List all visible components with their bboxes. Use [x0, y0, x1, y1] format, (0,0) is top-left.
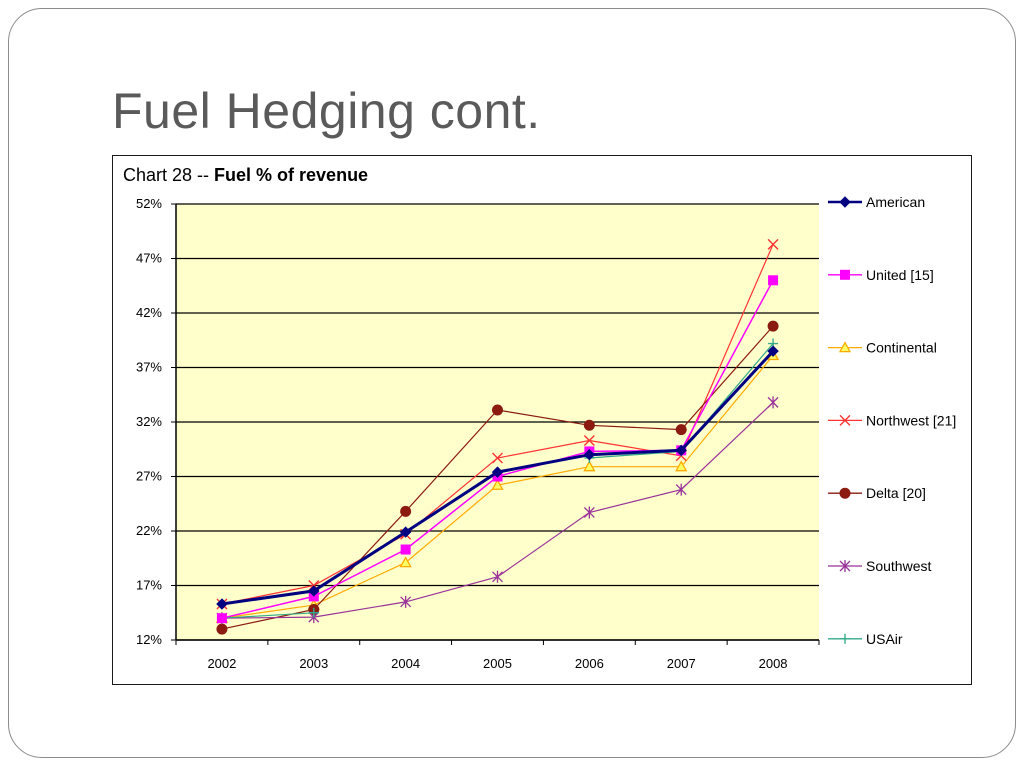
data-point-delta-20: [675, 424, 687, 436]
y-tick-label: 22%: [136, 523, 162, 538]
x-tick-label: 2003: [299, 656, 328, 671]
y-tick-label: 32%: [136, 414, 162, 429]
data-point-american: [308, 585, 320, 597]
data-point-northwest-21: [583, 435, 595, 447]
legend-marker-northwest-21: [839, 414, 851, 426]
data-point-american: [767, 345, 779, 357]
data-point-united-15: [216, 613, 227, 624]
legend-marker-usair: [840, 633, 850, 644]
legend-label-american: American: [866, 194, 925, 210]
x-tick-label: 2002: [207, 656, 236, 671]
data-point-continental: [583, 460, 596, 472]
legend-label-northwest-21: Northwest [21]: [866, 412, 956, 428]
y-tick-label: 52%: [136, 196, 162, 211]
data-point-delta-20: [492, 404, 503, 416]
slide-title: Fuel Hedging cont.: [112, 83, 541, 139]
data-point-continental: [491, 478, 504, 490]
data-point-delta-20: [767, 320, 779, 332]
y-tick-label: 12%: [136, 632, 162, 647]
data-point-southwest: [400, 595, 412, 608]
chart-title-main: Fuel % of revenue: [214, 165, 369, 185]
x-tick-label: 2008: [759, 656, 788, 671]
data-point-delta-20: [400, 505, 412, 517]
chart-title: Chart 28 -- Fuel % of revenue: [123, 165, 368, 186]
legend-label-united-15: United [15]: [866, 267, 934, 283]
data-point-southwest: [583, 506, 595, 519]
y-tick-label: 42%: [136, 305, 162, 320]
legend-label-usair: USAir: [866, 631, 903, 647]
data-point-continental: [399, 556, 412, 568]
data-point-american: [675, 444, 687, 457]
line-chart: 12% 17% 22% 27% 32% 37% 42% 47% 52% 2002 2003 2004 2…: [136, 194, 956, 671]
legend-label-southwest: Southwest: [866, 558, 931, 574]
y-tick-label: 37%: [136, 360, 162, 375]
data-point-northwest-21: [767, 238, 779, 250]
data-point-delta-20: [583, 419, 595, 431]
data-point-united-15: [768, 275, 779, 286]
legend-marker-united-15: [840, 269, 850, 280]
data-point-united-15: [400, 544, 411, 555]
data-point-southwest: [492, 570, 503, 583]
data-point-american: [216, 598, 228, 610]
data-point-delta-20: [216, 623, 228, 635]
data-point-american: [583, 448, 596, 461]
legend-label-delta-20: Delta [20]: [866, 485, 926, 501]
x-tick-label: 2007: [667, 656, 696, 671]
x-tick-label: 2005: [483, 656, 512, 671]
legend-label-continental: Continental: [866, 340, 937, 356]
x-tick-label: 2006: [575, 656, 604, 671]
y-tick-label: 47%: [136, 251, 162, 266]
y-tick-label: 27%: [136, 469, 162, 484]
legend-marker-delta-20: [839, 487, 851, 499]
legend-marker-southwest: [839, 560, 851, 572]
y-tick-label: 17%: [136, 578, 162, 593]
legend-marker-continental: [838, 341, 852, 353]
x-tick-label: 2004: [391, 656, 420, 671]
data-point-usair: [308, 607, 319, 618]
chart-title-prefix: Chart 28 --: [123, 165, 215, 185]
data-point-northwest-21: [492, 452, 503, 464]
data-point-southwest: [675, 483, 687, 496]
legend-marker-american: [839, 196, 851, 208]
data-point-continental: [675, 460, 688, 472]
data-point-southwest: [767, 396, 779, 409]
data-point-american: [491, 466, 504, 478]
data-point-american: [399, 526, 412, 538]
chart-container: Chart 28 -- Fuel % of revenue 12% 17% 22% 2…: [112, 155, 972, 685]
